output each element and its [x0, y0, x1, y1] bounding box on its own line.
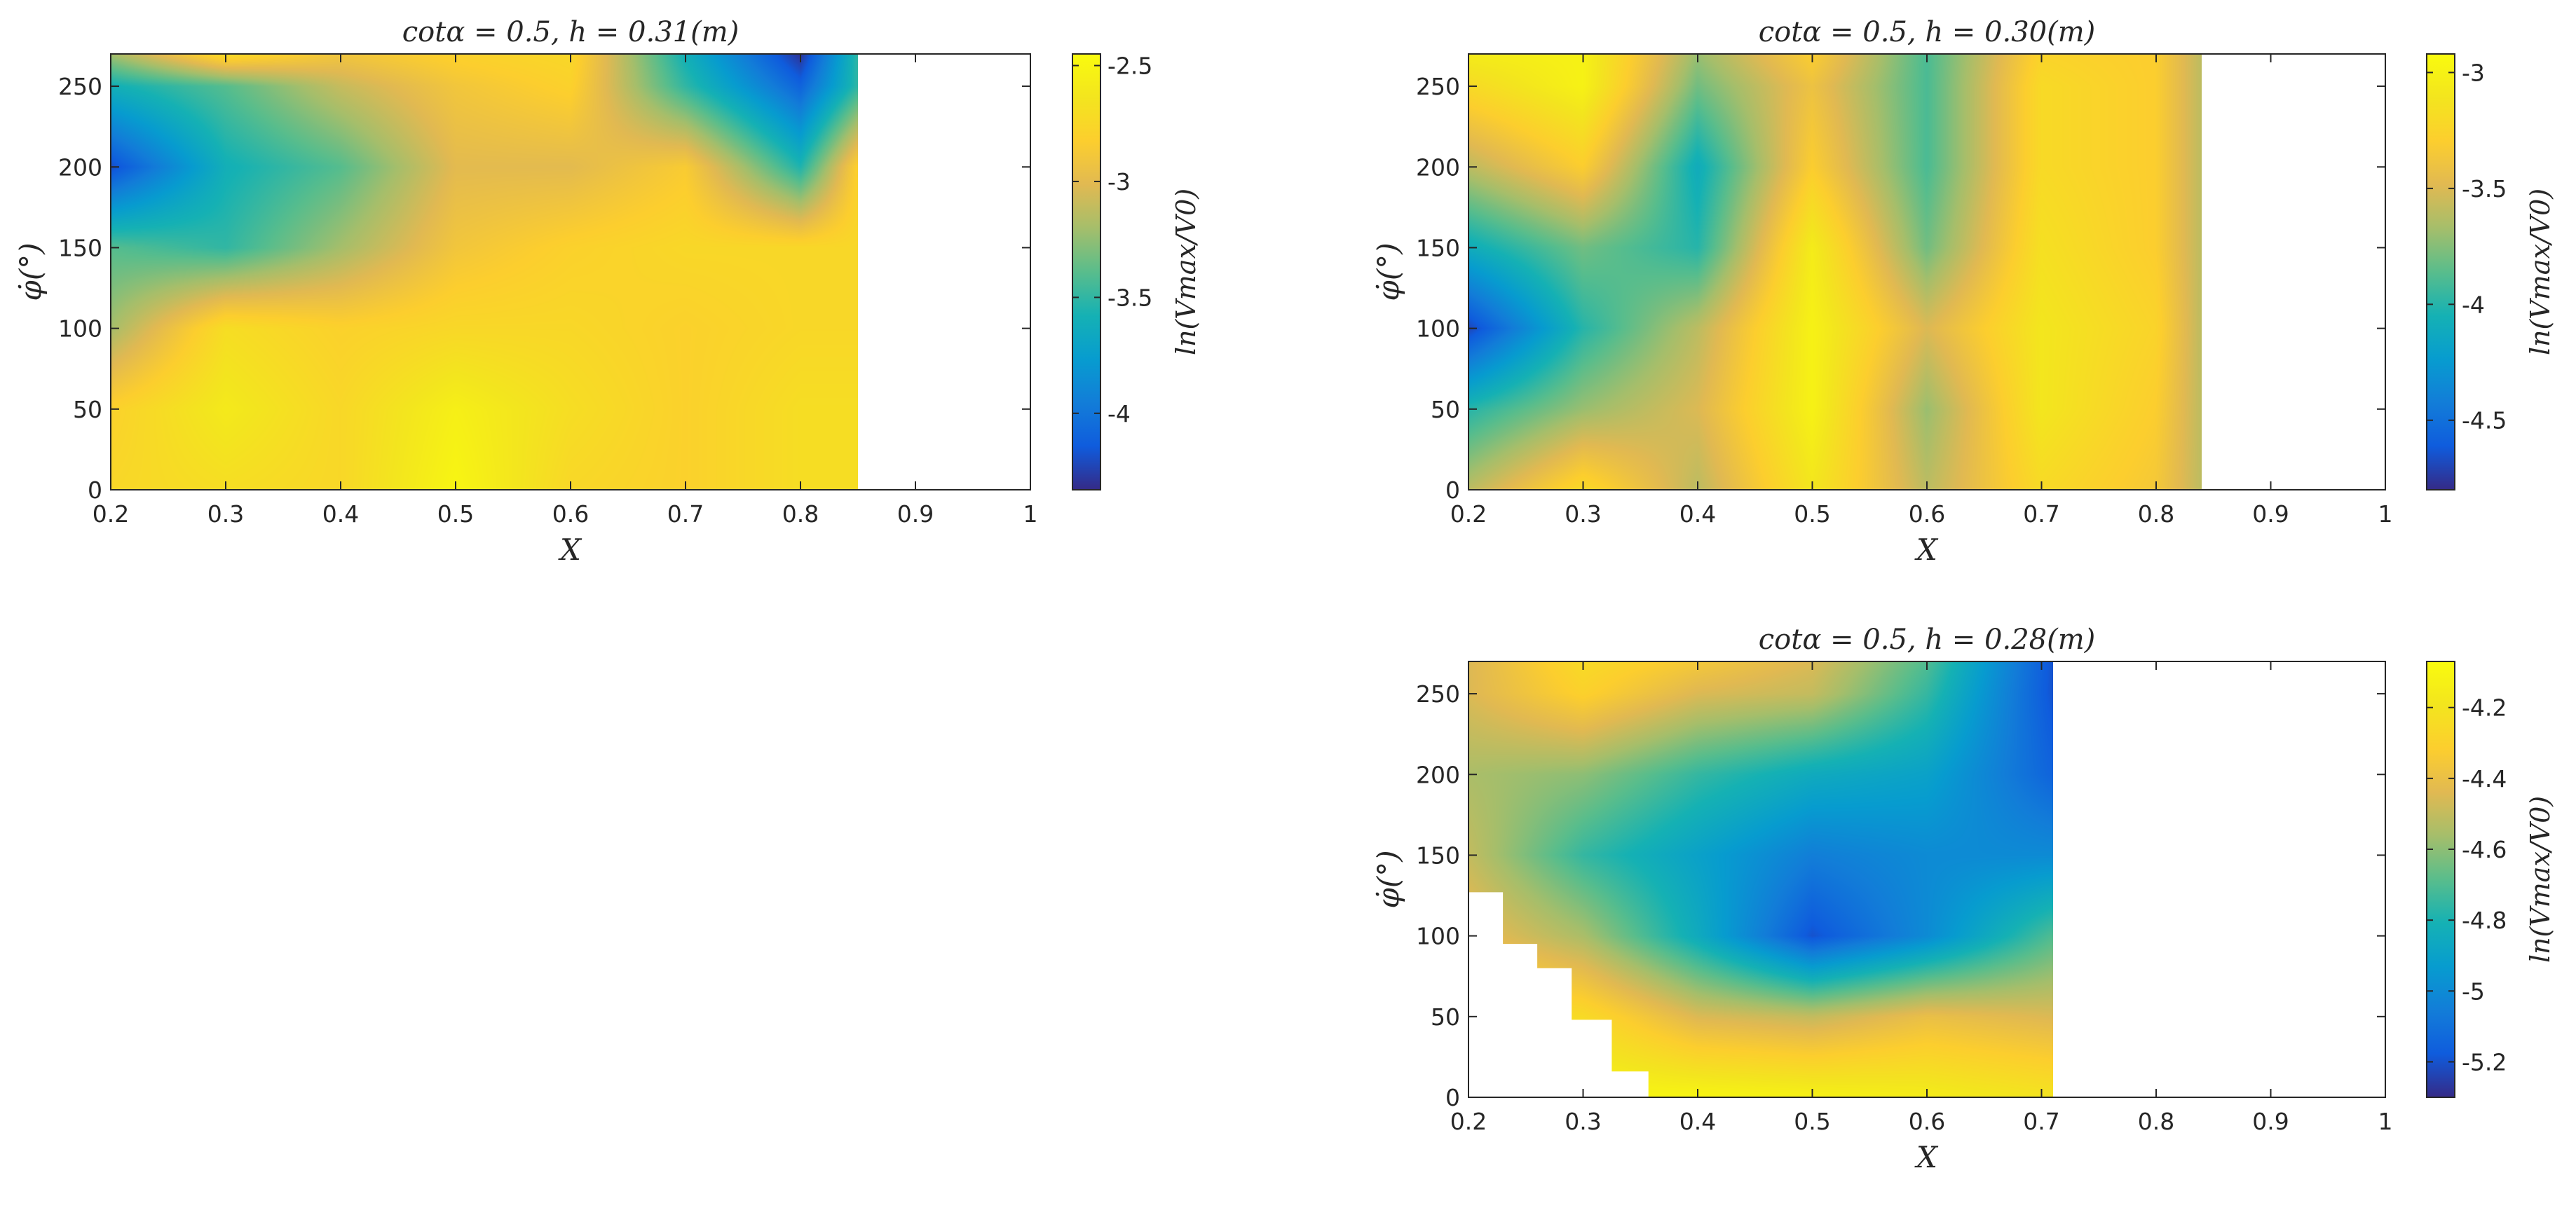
chart-title: cotα = 0.5, h = 0.28(m)	[1759, 624, 2095, 656]
y-tick-label: 150	[1416, 842, 1460, 869]
heatmap-surface	[1468, 54, 2202, 490]
x-tick-label: 0.2	[93, 500, 129, 528]
missing-data-region	[1468, 892, 1649, 1097]
colorbar-tick-label: -4	[1108, 400, 1131, 427]
colorbar-tick-label: -5.2	[2462, 1048, 2507, 1076]
x-tick-label: 0.2	[1450, 500, 1487, 528]
x-tick-label: 0.5	[1794, 1108, 1830, 1135]
colorbar-tick-label: -4.4	[2462, 765, 2507, 792]
y-tick-label: 0	[88, 476, 102, 504]
colorbar-tick-label: -4.5	[2462, 407, 2507, 434]
y-axis-label: φ̇(°)	[1371, 242, 1405, 301]
x-tick-label: 0.8	[2138, 500, 2174, 528]
chart-panel-2: 0.2 0.3 0.4 0.5 0.6 0.7 0.8 0.9 1 0 50 100 150 200 250…	[1371, 16, 2556, 567]
chart-title: cotα = 0.5, h = 0.31(m)	[402, 16, 739, 48]
x-axis-label: X	[1914, 533, 1939, 567]
x-tick-label: 0.5	[437, 500, 474, 528]
colorbar-tick-label: -4.2	[2462, 694, 2507, 722]
x-tick-label: 0.5	[1794, 500, 1830, 528]
x-tick-label: 0.3	[1565, 1108, 1601, 1135]
x-tick-label: 0.6	[1909, 1108, 1945, 1135]
y-tick-label: 250	[58, 73, 102, 100]
y-tick-label: 100	[1416, 923, 1460, 950]
x-tick-label: 0.6	[1909, 500, 1945, 528]
x-tick-label: 1	[1023, 500, 1038, 528]
x-tick-label: 1	[2378, 500, 2393, 528]
colorbar-tick-label: -2.5	[1108, 53, 1152, 80]
y-tick-label: 50	[1431, 1003, 1460, 1031]
colorbar: -4 -3.5 -3 -2.5 ln(Vmax/V0)	[1072, 53, 1201, 490]
colorbar-box	[2426, 661, 2455, 1098]
x-tick-label: 0.9	[2252, 500, 2289, 528]
colorbar-label: ln(Vmax/V0)	[2525, 188, 2556, 355]
x-tick-label: 0.9	[897, 500, 934, 528]
chart-panel-1: 0.2 0.3 0.4 0.5 0.6 0.7 0.8 0.9 1 0 50 100 150 200 250…	[13, 16, 1201, 567]
x-tick-label: 0.2	[1450, 1108, 1487, 1135]
x-tick-label: 0.7	[2023, 1108, 2059, 1135]
colorbar-gradient	[2427, 54, 2455, 490]
colorbar-box	[1072, 53, 1101, 490]
y-tick-label: 0	[1445, 1084, 1460, 1111]
y-tick-label: 200	[1416, 153, 1460, 181]
y-axis-label: φ̇(°)	[13, 242, 48, 301]
colorbar-tick-label: -3	[1108, 168, 1131, 195]
y-tick-label: 50	[73, 396, 102, 423]
colorbar-tick-label: -3	[2462, 59, 2485, 86]
x-tick-label: 0.7	[667, 500, 704, 528]
colorbar-tick-label: -4	[2462, 291, 2485, 318]
x-tick-label: 0.3	[207, 500, 244, 528]
colorbar-gradient	[2427, 661, 2455, 1097]
heatmap-surface	[111, 54, 858, 490]
colorbar-label: ln(Vmax/V0)	[1171, 188, 1201, 355]
x-tick-label: 0.7	[2023, 500, 2059, 528]
x-tick-label: 0.8	[782, 500, 819, 528]
x-tick-label: 0.3	[1565, 500, 1601, 528]
x-axis-label: X	[1914, 1140, 1939, 1174]
colorbar-tick-label: -4.6	[2462, 836, 2507, 863]
x-axis-label: X	[558, 533, 582, 567]
colorbar-tick-label: -3.5	[2462, 175, 2507, 203]
colorbar: -4.5 -4 -3.5 -3 ln(Vmax/V0)	[2426, 53, 2556, 490]
y-tick-label: 50	[1431, 396, 1460, 423]
x-tick-label: 0.8	[2138, 1108, 2174, 1135]
y-axis-label: φ̇(°)	[1371, 850, 1405, 908]
colorbar-label: ln(Vmax/V0)	[2525, 796, 2556, 963]
colorbar: -5.2 -5 -4.8 -4.6 -4.4 -4.2 ln(Vmax/V0)	[2426, 661, 2556, 1098]
y-tick-label: 100	[1416, 315, 1460, 343]
y-tick-label: 100	[58, 315, 102, 343]
colorbar-box	[2426, 53, 2455, 490]
y-tick-label: 250	[1416, 73, 1460, 100]
colorbar-tick-label: -4.8	[2462, 907, 2507, 934]
colorbar-tick-label: -5	[2462, 977, 2485, 1005]
x-tick-label: 0.4	[1679, 500, 1716, 528]
y-tick-label: 200	[58, 153, 102, 181]
chart-title: cotα = 0.5, h = 0.30(m)	[1759, 16, 2095, 48]
y-tick-label: 0	[1445, 476, 1460, 504]
y-tick-label: 150	[58, 234, 102, 261]
x-tick-label: 0.4	[322, 500, 359, 528]
colorbar-gradient	[1072, 54, 1100, 490]
y-tick-label: 250	[1416, 680, 1460, 708]
chart-panel-3: 0.2 0.3 0.4 0.5 0.6 0.7 0.8 0.9 1 0 50 100 150 200 250…	[1371, 624, 2556, 1174]
x-tick-label: 0.9	[2252, 1108, 2289, 1135]
y-tick-label: 150	[1416, 234, 1460, 261]
x-tick-label: 1	[2378, 1108, 2393, 1135]
x-tick-label: 0.6	[552, 500, 589, 528]
colorbar-tick-label: -3.5	[1108, 284, 1152, 311]
x-tick-label: 0.4	[1679, 1108, 1716, 1135]
y-tick-label: 200	[1416, 761, 1460, 788]
